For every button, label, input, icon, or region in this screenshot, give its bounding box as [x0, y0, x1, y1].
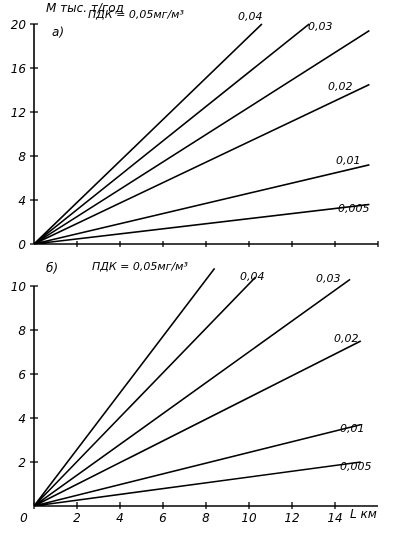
panel-a-x-ticks: [76, 241, 379, 247]
panel-a-label: а): [52, 25, 64, 39]
panel-a-y-tick-label: 0: [18, 238, 26, 252]
panel-b-series-line: [33, 278, 351, 507]
panel-b-y-tick-label: 4: [18, 412, 26, 426]
panel-b: б) L км 2 4 6 8 10 0 2 4 6 8 10 12 14 ПДК = 0,05мг/…: [11, 260, 378, 525]
panel-b-series-label: 0,01: [340, 422, 365, 435]
panel-a-y-tick-label: 16: [11, 62, 27, 76]
panel-a-series-label: 0,02: [328, 80, 353, 93]
panel-b-xlabel: L км: [350, 507, 377, 521]
panel-b-x-tick-label: 4: [116, 511, 124, 525]
panel-b-series-label: 0,02: [334, 332, 359, 345]
panel-a: М тыс. т/год а) 0 4 8 12 16 20 ПДК = 0,05мг/м…: [11, 1, 379, 252]
panel-a-series-label: 0,01: [336, 154, 361, 167]
panel-a-ylabel: М тыс. т/год: [46, 1, 124, 15]
panel-a-series-label: 0,03: [308, 20, 333, 33]
panel-a-y-tick-label: 12: [11, 106, 26, 120]
panel-b-y-tick-label: 6: [18, 368, 26, 382]
panel-b-y-tick-label: 8: [18, 324, 26, 338]
panel-b-x-tick-label: 14: [327, 511, 342, 525]
panel-a-series-label: ПДК = 0,05мг/м³: [88, 8, 184, 21]
panel-b-series-line: [33, 276, 257, 507]
panel-b-x-tick-label: 8: [202, 511, 210, 525]
panel-a-series-line: [33, 83, 370, 245]
panel-b-series-label: 0,04: [240, 270, 265, 283]
panel-b-y-tick-label: 10: [11, 280, 27, 294]
panel-a-y-tick-label: 20: [11, 18, 27, 32]
panel-a-series-line: [33, 164, 370, 245]
panel-b-y-tick-label: 2: [18, 456, 26, 470]
panel-b-series-line: [33, 423, 361, 507]
panel-b-series-line: [33, 267, 216, 507]
panel-b-x-ticks: 0 2 4 6 8 10 12 14: [20, 502, 343, 525]
panel-a-y-ticks: 0 4 8 12 16 20: [11, 18, 38, 252]
panel-a-series-line: [33, 23, 263, 245]
panel-b-y-ticks: 2 4 6 8 10: [11, 280, 38, 470]
panel-b-series-line: [33, 461, 361, 507]
panel-b-series-label: ПДК = 0,05мг/м³: [92, 260, 188, 273]
panel-b-x-tick-label: 12: [284, 511, 299, 525]
panel-b-series: ПДК = 0,05мг/м³ 0,04 0,03 0,02 0,01 0,005: [33, 260, 372, 507]
panel-b-x-tick-label: 2: [73, 511, 81, 525]
panel-a-series-line: [33, 203, 370, 245]
panel-b-series-label: 0,03: [316, 272, 341, 285]
panel-a-series-label: 0,04: [238, 10, 263, 23]
panel-a-y-tick-label: 4: [18, 194, 26, 208]
panel-b-x-tick-label: 10: [241, 511, 257, 525]
panel-a-series-label: 0,005: [338, 202, 370, 215]
panel-b-series-label: 0,005: [340, 460, 372, 473]
panel-a-series-line: [33, 29, 370, 245]
panel-b-series-line: [33, 340, 362, 507]
panel-b-label: б): [46, 261, 58, 275]
panel-a-series: ПДК = 0,05мг/м³ 0,04 0,03 0,02 0,01 0,005: [33, 8, 370, 245]
panel-b-x-tick-label: 6: [159, 511, 167, 525]
panel-a-series-line: [33, 23, 310, 245]
panel-a-y-tick-label: 8: [18, 150, 26, 164]
panel-b-x-tick-label: 0: [20, 511, 28, 525]
